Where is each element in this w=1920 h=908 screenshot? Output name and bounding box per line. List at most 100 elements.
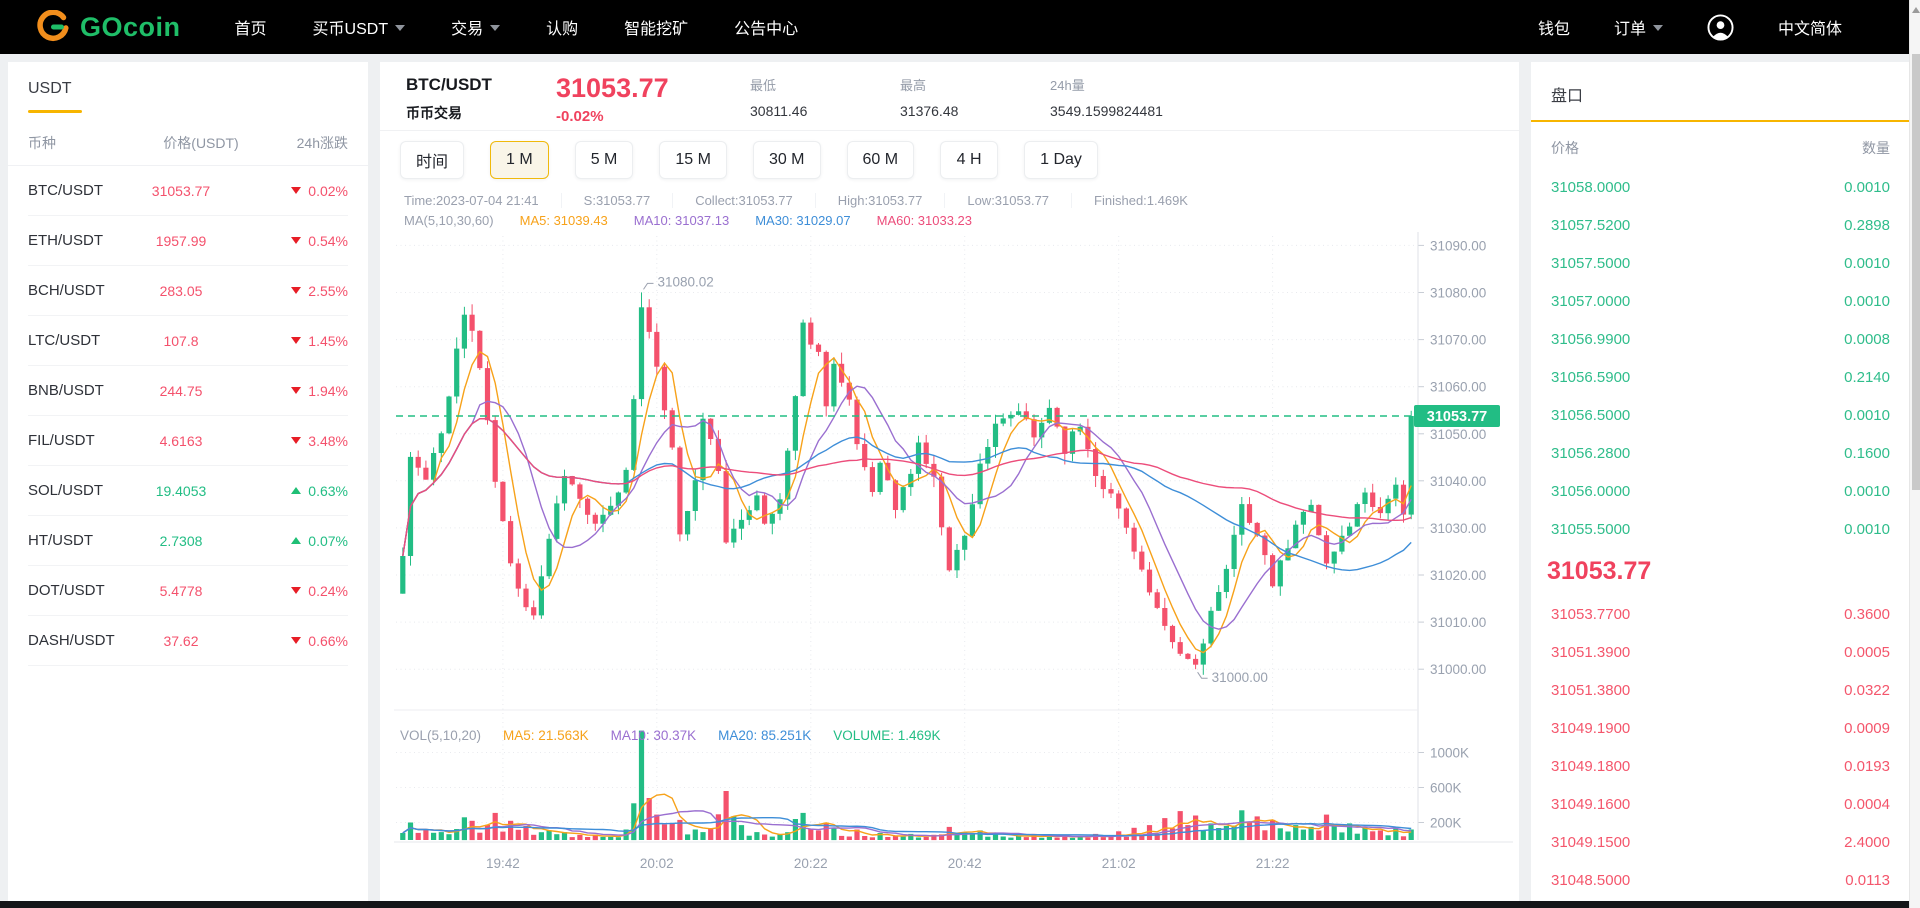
logo-text: GOcoin bbox=[80, 11, 181, 42]
market-row-dot[interactable]: DOT/USDT 5.4778 0.24% bbox=[28, 566, 348, 616]
triangle-down-icon bbox=[291, 187, 302, 194]
chevron-down-icon bbox=[395, 25, 406, 31]
market-row-ht[interactable]: HT/USDT 2.7308 0.07% bbox=[28, 516, 348, 566]
market-row-bnb[interactable]: BNB/USDT 244.75 1.94% bbox=[28, 366, 348, 416]
ask-row-3[interactable]: 31057.0000 0.0010 bbox=[1531, 282, 1910, 320]
ohlc-info-item-3: High:31053.77 bbox=[838, 193, 946, 208]
chevron-down-icon bbox=[490, 25, 501, 31]
market-row-ltc[interactable]: LTC/USDT 107.8 1.45% bbox=[28, 316, 348, 366]
scrollbar-up-arrow-icon[interactable] bbox=[1912, 7, 1920, 13]
svg-text:20:02: 20:02 bbox=[640, 856, 674, 871]
page-scrollbar[interactable] bbox=[1909, 0, 1920, 908]
ob-amount: 0.0010 bbox=[1844, 406, 1890, 424]
ob-amount: 2.4000 bbox=[1844, 833, 1890, 851]
ob-price: 31057.5200 bbox=[1551, 216, 1631, 234]
pair-change: 0.07% bbox=[236, 533, 348, 549]
ask-row-6[interactable]: 31056.5000 0.0010 bbox=[1531, 396, 1910, 434]
pair-symbol: BTC/USDT bbox=[28, 182, 103, 199]
interval-button-1m[interactable]: 1 M bbox=[490, 141, 549, 179]
interval-button-4h[interactable]: 4 H bbox=[940, 141, 999, 179]
top-navbar: GOcoin 首页 买币USDT 交易 认购 智能挖矿 公告中心 钱包 订单 中文简体 bbox=[0, 0, 1920, 54]
nav-item-5[interactable]: 公告中心 bbox=[734, 21, 799, 38]
svg-text:31000.00: 31000.00 bbox=[1212, 670, 1268, 685]
nav-item-2[interactable]: 交易 bbox=[451, 15, 501, 39]
tab-usdt[interactable]: USDT bbox=[8, 62, 82, 113]
ask-row-9[interactable]: 31055.5000 0.0010 bbox=[1531, 510, 1910, 548]
avatar-icon bbox=[1707, 13, 1734, 41]
market-row-bch[interactable]: BCH/USDT 283.05 2.55% bbox=[28, 266, 348, 316]
pair-price: 19.4053 bbox=[155, 482, 207, 499]
pair-change-pct: 0.24% bbox=[308, 582, 348, 599]
ob-amount: 0.0193 bbox=[1844, 757, 1890, 775]
ob-amount: 0.0322 bbox=[1844, 681, 1890, 699]
pair-change: 0.63% bbox=[236, 483, 348, 499]
bid-row-2[interactable]: 31051.3800 0.0322 bbox=[1531, 671, 1910, 709]
interval-button-1day[interactable]: 1 Day bbox=[1024, 141, 1098, 179]
pair-symbol: DOT/USDT bbox=[28, 582, 105, 599]
bid-row-7[interactable]: 31048.5000 0.0113 bbox=[1531, 861, 1910, 899]
market-row-dash[interactable]: DASH/USDT 37.62 0.66% bbox=[28, 616, 348, 666]
nav-right-item-1[interactable]: 订单 bbox=[1614, 15, 1663, 39]
high-value: 31376.48 bbox=[900, 103, 959, 119]
ob-amount: 0.0009 bbox=[1844, 719, 1890, 737]
scrollbar-thumb[interactable] bbox=[1911, 54, 1920, 490]
ob-price: 31057.0000 bbox=[1551, 292, 1631, 310]
candlestick-chart-svg[interactable]: 31090.00 31080.00 31070.00 31060.00 31050.00… bbox=[394, 228, 1519, 900]
svg-text:200K: 200K bbox=[1430, 816, 1462, 831]
ask-row-1[interactable]: 31057.5200 0.2898 bbox=[1531, 206, 1910, 244]
nav-item-4[interactable]: 智能挖矿 bbox=[624, 21, 689, 38]
svg-text:31080.02: 31080.02 bbox=[658, 274, 714, 289]
nav-right-item-0[interactable]: 钱包 bbox=[1537, 21, 1570, 38]
svg-text:20:42: 20:42 bbox=[948, 856, 982, 871]
market-row-btc[interactable]: BTC/USDT 31053.77 0.02% bbox=[28, 166, 348, 216]
market-rows: BTC/USDT 31053.77 0.02% ETH/USDT 1957.99 0.54… bbox=[8, 166, 368, 666]
ask-row-7[interactable]: 31056.2800 0.1600 bbox=[1531, 434, 1910, 472]
nav-item-1[interactable]: 买币USDT bbox=[313, 15, 406, 39]
ob-price: 31056.0000 bbox=[1551, 482, 1631, 500]
bid-row-6[interactable]: 31049.1500 2.4000 bbox=[1531, 823, 1910, 861]
svg-text:31010.00: 31010.00 bbox=[1430, 615, 1486, 630]
nav-right: 钱包 订单 中文简体 bbox=[1537, 13, 1842, 41]
ob-amount: 0.0010 bbox=[1844, 254, 1890, 272]
bid-row-3[interactable]: 31049.1900 0.0009 bbox=[1531, 709, 1910, 747]
svg-text:31040.00: 31040.00 bbox=[1430, 474, 1486, 489]
ticker-volume: 24h量 3549.1599824481 bbox=[1050, 75, 1163, 119]
time-label-button[interactable]: 时间 bbox=[400, 141, 465, 179]
language-selector[interactable]: 中文简体 bbox=[1777, 21, 1842, 38]
orderbook-panel: 盘口 价格 数量 31058.0000 0.0010 31057.5200 0.289… bbox=[1531, 62, 1910, 901]
kline-chart[interactable]: 31090.00 31080.00 31070.00 31060.00 31050.00… bbox=[394, 228, 1519, 900]
market-row-sol[interactable]: SOL/USDT 19.4053 0.63% bbox=[28, 466, 348, 516]
pair-symbol: DASH/USDT bbox=[28, 632, 115, 649]
user-avatar-icon[interactable] bbox=[1707, 13, 1734, 41]
low-value: 30811.46 bbox=[750, 103, 808, 119]
ask-row-8[interactable]: 31056.0000 0.0010 bbox=[1531, 472, 1910, 510]
market-row-eth[interactable]: ETH/USDT 1957.99 0.54% bbox=[28, 216, 348, 266]
market-row-fil[interactable]: FIL/USDT 4.6163 3.48% bbox=[28, 416, 348, 466]
interval-button-60m[interactable]: 60 M bbox=[846, 141, 915, 179]
interval-button-5m[interactable]: 5 M bbox=[574, 141, 634, 179]
pair-symbol: BNB/USDT bbox=[28, 382, 104, 399]
ask-row-2[interactable]: 31057.5000 0.0010 bbox=[1531, 244, 1910, 282]
pair-symbol: SOL/USDT bbox=[28, 482, 104, 499]
ask-row-0[interactable]: 31058.0000 0.0010 bbox=[1531, 168, 1910, 206]
pair-price: 107.8 bbox=[163, 332, 199, 349]
bid-row-0[interactable]: 31053.7700 0.3600 bbox=[1531, 595, 1910, 633]
pair-change-pct: 0.66% bbox=[308, 632, 348, 649]
bid-row-4[interactable]: 31049.1800 0.0193 bbox=[1531, 747, 1910, 785]
bid-row-5[interactable]: 31049.1600 0.0004 bbox=[1531, 785, 1910, 823]
nav-item-0[interactable]: 首页 bbox=[234, 21, 267, 38]
pair-change-pct: 2.55% bbox=[308, 282, 348, 299]
interval-button-30m[interactable]: 30 M bbox=[752, 141, 821, 179]
ask-row-5[interactable]: 31056.5900 0.2140 bbox=[1531, 358, 1910, 396]
svg-text:19:42: 19:42 bbox=[486, 856, 520, 871]
ma-legend-item-4: MA60: 31033.23 bbox=[876, 213, 973, 228]
orderbook-bids: 31053.7700 0.3600 31051.3900 0.0005 31051.38… bbox=[1531, 595, 1910, 899]
bid-row-1[interactable]: 31051.3900 0.0005 bbox=[1531, 633, 1910, 671]
header-change: 24h涨跌 bbox=[296, 135, 348, 151]
logo[interactable]: GOcoin bbox=[36, 10, 181, 44]
ask-row-4[interactable]: 31056.9900 0.0008 bbox=[1531, 320, 1910, 358]
interval-button-15m[interactable]: 15 M bbox=[659, 141, 727, 179]
footer-strip bbox=[0, 901, 1920, 908]
ticker-bar: BTC/USDT 币币交易 31053.77 -0.02% 最低 30811.4… bbox=[380, 62, 1519, 130]
nav-item-3[interactable]: 认购 bbox=[546, 21, 579, 38]
